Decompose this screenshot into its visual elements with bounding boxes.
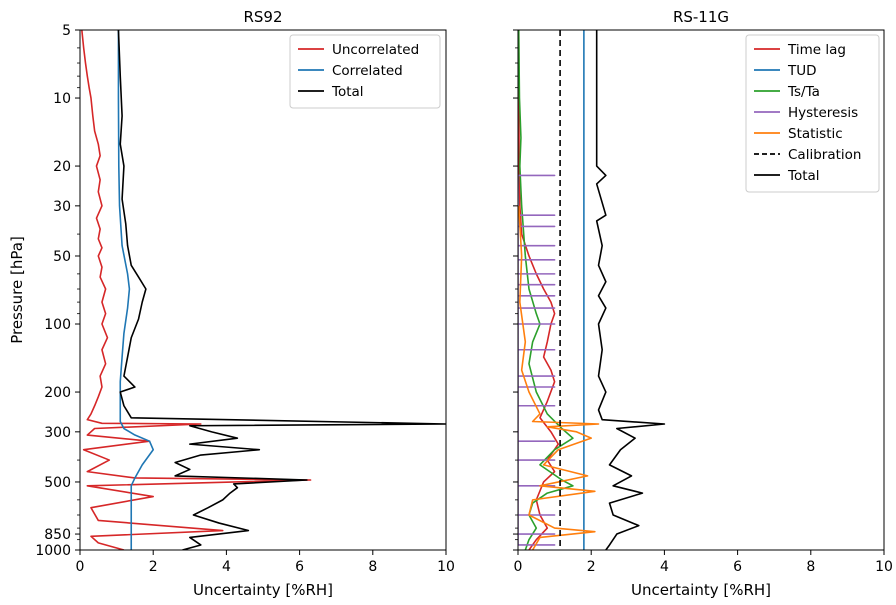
series-line-statistic (518, 205, 600, 550)
legend-box (745, 34, 880, 193)
x-tick-label: 0 (514, 559, 523, 575)
y-tick-label: 30 (53, 199, 71, 215)
legend-label: Statistic (788, 126, 843, 142)
x-axis-label: Uncertainty [%RH] (631, 581, 771, 599)
y-tick-label: 1000 (35, 543, 71, 559)
x-tick-label: 10 (437, 559, 455, 575)
series-line-uncorrelated (81, 30, 312, 550)
y-tick-label: 10 (53, 91, 71, 107)
y-tick-label: 20 (53, 159, 71, 175)
legend: Time lag TUD Ts/Ta Hysteresis Statistic Calib… (745, 34, 880, 193)
series-line-total (117, 30, 446, 550)
x-axis-label: Uncertainty [%RH] (193, 581, 333, 599)
panel-title: RS92 (243, 8, 282, 26)
y-tick-label: 500 (44, 475, 71, 491)
legend: Uncorrelated Correlated Total (289, 34, 441, 109)
legend-label: Time lag (787, 42, 846, 58)
y-tick-label: 50 (53, 249, 71, 265)
x-tick-label: 10 (875, 559, 893, 575)
series-line-hysteresis (518, 174, 556, 546)
legend-box (289, 34, 441, 109)
series-group (518, 30, 666, 550)
legend-label: Ts/Ta (787, 84, 820, 100)
panel-rs11g: 0 2 4 6 8 10 RS-11G Uncertainty [%RH] Time lag TU… (513, 8, 893, 599)
series-line-total (595, 30, 666, 550)
y-tick-label: 5 (62, 23, 71, 39)
legend-label: Calibration (788, 147, 861, 163)
y-tick-label: 850 (44, 527, 71, 543)
legend-label: Uncorrelated (332, 42, 419, 58)
legend-label: Total (331, 84, 364, 100)
axes-frame (79, 29, 447, 551)
x-tick-label: 8 (368, 559, 377, 575)
x-tick-label: 0 (76, 559, 85, 575)
x-tick-label: 4 (222, 559, 231, 575)
x-tick-label: 6 (733, 559, 742, 575)
x-tick-label: 2 (587, 559, 596, 575)
x-tick-label: 4 (660, 559, 669, 575)
axes-frame (517, 29, 885, 551)
y-tick-label: 200 (44, 385, 71, 401)
series-group (81, 30, 446, 550)
x-tick-label: 2 (149, 559, 158, 575)
y-tick-label: 300 (44, 425, 71, 441)
series-line-ts-ta (518, 30, 574, 550)
y-tick-label: 100 (44, 317, 71, 333)
legend-label: Hysteresis (788, 105, 858, 121)
y-axis-label: Pressure [hPa] (8, 236, 26, 344)
x-tick-label: 6 (295, 559, 304, 575)
x-tick-label: 8 (806, 559, 815, 575)
legend-label: Total (787, 168, 820, 184)
series-line-correlated (117, 30, 154, 550)
legend-label: Correlated (332, 63, 403, 79)
panel-title: RS-11G (673, 8, 729, 26)
series-line-time-lag (518, 30, 560, 550)
legend-label: TUD (787, 63, 817, 79)
